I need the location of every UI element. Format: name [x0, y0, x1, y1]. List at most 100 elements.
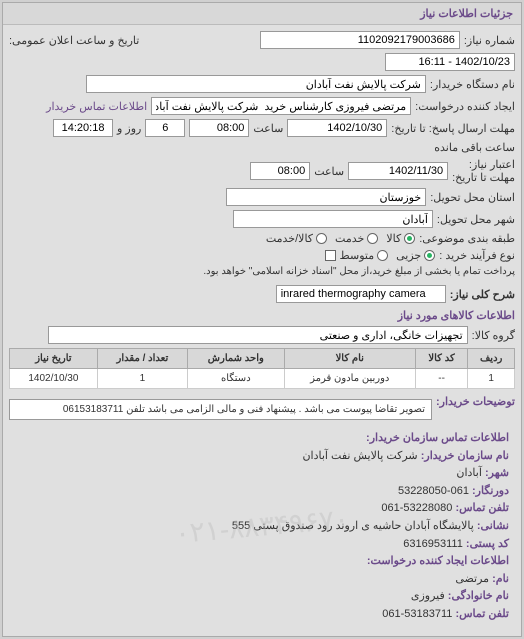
row-buyer-org: نام دستگاه خریدار:	[9, 75, 515, 93]
row-buyer-notes: توضیحات خریدار: تصویر تقاضا پیوست می باش…	[9, 395, 515, 420]
request-no-label: شماره نیاز:	[464, 34, 515, 47]
row-general-desc: شرح کلی نیاز:	[9, 285, 515, 303]
buyer-notes-label: توضیحات خریدار:	[436, 395, 515, 408]
items-table: ردیف کد کالا نام کالا واحد شمارش تعداد /…	[9, 348, 515, 389]
purchase-radio-group: جزیی متوسط	[340, 249, 436, 262]
validity-label: اعتبار نیاز: مهلت تا تاریخ:	[452, 158, 515, 184]
requester-input[interactable]	[151, 97, 411, 115]
lname-value: فیروزی	[411, 590, 445, 602]
hour-label-2: ساعت	[314, 165, 344, 178]
radio-both[interactable]: کالا/خدمت	[266, 232, 327, 245]
requester-label: ایجاد کننده درخواست:	[415, 100, 515, 113]
td-unit: دستگاه	[187, 369, 284, 389]
td-row: 1	[468, 369, 515, 389]
item-group-input[interactable]	[48, 326, 468, 344]
td-qty: 1	[97, 369, 187, 389]
th-row: ردیف	[468, 349, 515, 369]
remaining-label: ساعت باقی مانده	[434, 141, 515, 154]
remaining-input[interactable]	[53, 119, 113, 137]
buyer-org-label: نام دستگاه خریدار:	[430, 78, 515, 91]
radio-dot-med	[377, 250, 388, 261]
row-request-no: شماره نیاز: تاریخ و ساعت اعلان عمومی:	[9, 31, 515, 71]
radio-low-label: جزیی	[396, 249, 421, 262]
deadline-label: مهلت ارسال پاسخ: تا تاریخ:	[391, 122, 515, 135]
radio-dot-low	[424, 250, 435, 261]
item-group-label: گروه کالا:	[472, 329, 515, 342]
row-validity: اعتبار نیاز: مهلت تا تاریخ: ساعت	[9, 158, 515, 184]
contact-section1-title: اطلاعات تماس سازمان خریدار:	[366, 432, 509, 444]
lname-label: نام خانوادگی:	[448, 590, 509, 602]
deadline-date-input[interactable]	[287, 119, 387, 137]
fname-label: نام:	[492, 573, 509, 585]
th-date: تاریخ نیاز	[10, 349, 98, 369]
radio-med[interactable]: متوسط	[340, 249, 389, 262]
buyer-notes-box: تصویر تقاضا پیوست می باشد . پیشنهاد فنی …	[9, 399, 432, 420]
th-name: نام کالا	[284, 349, 415, 369]
row-city: شهر محل تحویل:	[9, 210, 515, 228]
subject-radio-group: کالا خدمت کالا/خدمت	[266, 232, 415, 245]
th-unit: واحد شمارش	[187, 349, 284, 369]
td-code: --	[415, 369, 467, 389]
postal-label: کد پستی:	[466, 538, 509, 550]
org-name-value: شرکت پالایش نفت آبادان	[302, 450, 417, 462]
row-subject-type: طبقه بندی موضوعی: کالا خدمت کالا/خدمت	[9, 232, 515, 245]
fax-label: دورنگار:	[472, 485, 509, 497]
treasury-checkbox[interactable]	[325, 250, 336, 261]
radio-dot-both	[316, 233, 327, 244]
postal-value: 6316953111	[403, 538, 463, 550]
address-value: پالایشگاه آبادان حاشیه ی اروند رود صندوق…	[232, 520, 474, 532]
subject-type-label: طبقه بندی موضوعی:	[419, 232, 515, 245]
days-input[interactable]	[145, 119, 185, 137]
general-desc-label: شرح کلی نیاز:	[450, 288, 515, 301]
province-input[interactable]	[226, 188, 426, 206]
th-qty: تعداد / مقدار	[97, 349, 187, 369]
province-label: استان محل تحویل:	[430, 191, 515, 204]
contact-city-value: آبادان	[456, 467, 482, 479]
table-row: 1 -- دوربین مادون قرمز دستگاه 1 1402/10/…	[10, 369, 515, 389]
td-date: 1402/10/30	[10, 369, 98, 389]
announce-date-input[interactable]	[385, 53, 515, 71]
radio-dot-service	[367, 233, 378, 244]
hour-label-1: ساعت	[253, 122, 283, 135]
row-purchase-type: نوع فرآیند خرید : جزیی متوسط پرداخت تمام…	[9, 249, 515, 277]
city-label: شهر محل تحویل:	[437, 213, 515, 226]
radio-both-label: کالا/خدمت	[266, 232, 313, 245]
row-deadline: مهلت ارسال پاسخ: تا تاریخ: ساعت روز و سا…	[9, 119, 515, 154]
row-province: استان محل تحویل:	[9, 188, 515, 206]
radio-service[interactable]: خدمت	[335, 232, 378, 245]
row-requester: ایجاد کننده درخواست: اطلاعات تماس خریدار	[9, 97, 515, 115]
validity-date-input[interactable]	[348, 162, 448, 180]
phone-value: 53228080-061	[381, 502, 452, 514]
radio-goods[interactable]: کالا	[386, 232, 415, 245]
city-input[interactable]	[233, 210, 433, 228]
buyer-org-input[interactable]	[86, 75, 426, 93]
org-name-label: نام سازمان خریدار:	[421, 450, 509, 462]
details-panel: جزئیات اطلاعات نیاز شماره نیاز: تاریخ و …	[2, 2, 522, 637]
validity-hour-input[interactable]	[250, 162, 310, 180]
radio-service-label: خدمت	[335, 232, 364, 245]
fname-value: مرتضی	[455, 573, 489, 585]
contact-info: ۰۲۱-۸۸۳۴۹۶۷۰ اطلاعات تماس سازمان خریدار:…	[9, 424, 515, 630]
td-name: دوربین مادون قرمز	[284, 369, 415, 389]
contact-city-label: شهر:	[485, 467, 509, 479]
radio-low[interactable]: جزیی	[396, 249, 435, 262]
request-no-input[interactable]	[260, 31, 460, 49]
phone-label: تلفن تماس:	[455, 502, 509, 514]
contact-section2-title: اطلاعات ایجاد کننده درخواست:	[367, 555, 509, 567]
panel-title: جزئیات اطلاعات نیاز	[3, 3, 521, 25]
deadline-hour-input[interactable]	[189, 119, 249, 137]
purchase-note: پرداخت تمام یا بخشی از مبلغ خرید،از محل …	[203, 266, 515, 277]
announce-date-label: تاریخ و ساعت اعلان عمومی:	[9, 34, 139, 47]
days-label: روز و	[117, 122, 141, 135]
fax-value: 061-53228050	[398, 485, 469, 497]
table-header-row: ردیف کد کالا نام کالا واحد شمارش تعداد /…	[10, 349, 515, 369]
cphone-label: تلفن تماس:	[455, 608, 509, 620]
general-desc-input[interactable]	[276, 285, 446, 303]
radio-dot-goods	[404, 233, 415, 244]
th-code: کد کالا	[415, 349, 467, 369]
items-section-title: اطلاعات کالاهای مورد نیاز	[9, 309, 515, 322]
row-item-group: گروه کالا:	[9, 326, 515, 344]
cphone-value: 53183711-061	[382, 608, 452, 620]
buyer-contact-link[interactable]: اطلاعات تماس خریدار	[46, 100, 147, 113]
form-area: شماره نیاز: تاریخ و ساعت اعلان عمومی: نا…	[3, 25, 521, 636]
